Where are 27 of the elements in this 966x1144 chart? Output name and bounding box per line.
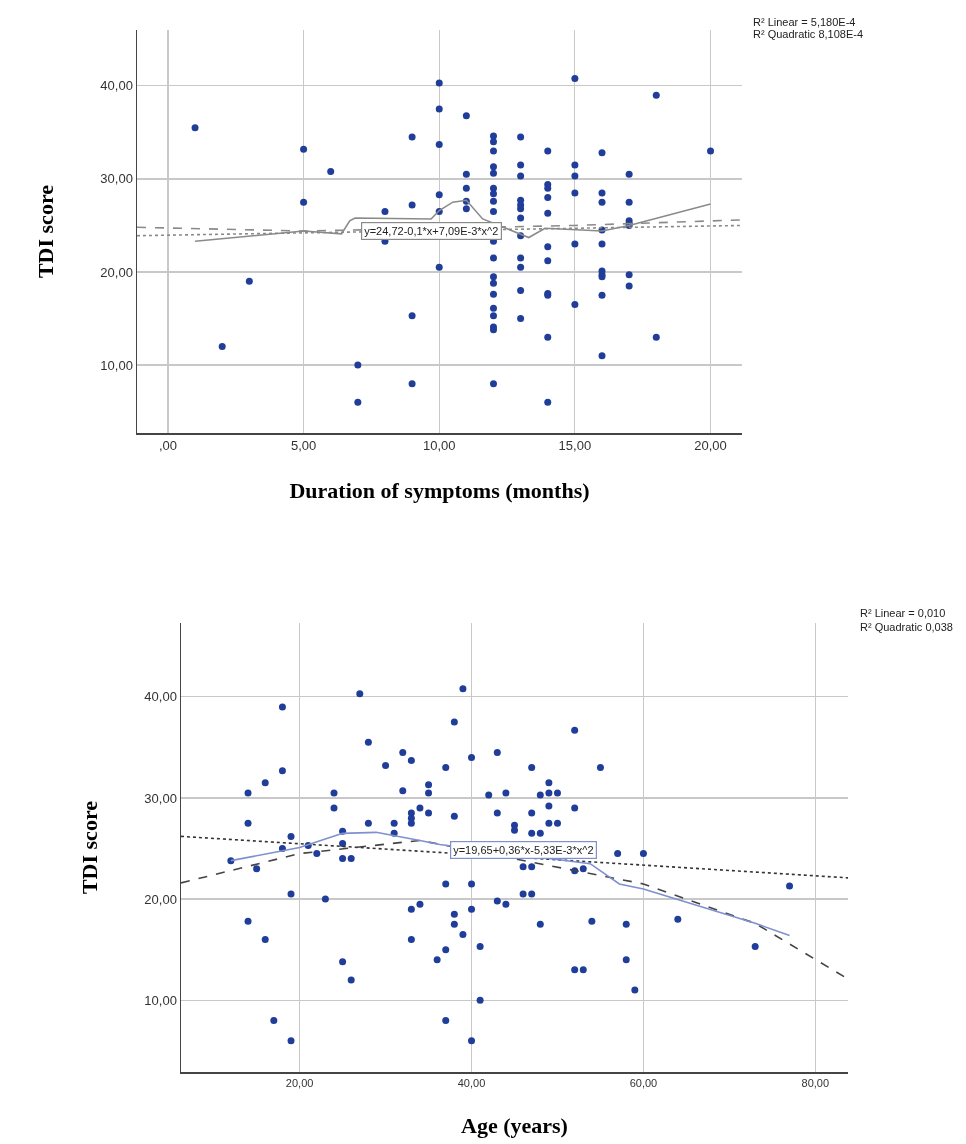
annotation: y=24,72-0,1*x+7,09E-3*x^2 xyxy=(364,225,499,238)
x-axis-title: Duration of symptoms (months) xyxy=(289,477,590,503)
x-tick-label: 40,00 xyxy=(457,1076,486,1089)
y-tick-label: 30,00 xyxy=(144,790,177,806)
x-tick-label: 10,00 xyxy=(422,438,456,454)
y-tick-label: 30,00 xyxy=(100,171,133,187)
x-axis-title: Age (years) xyxy=(461,1113,568,1139)
x-tick-label: 20,00 xyxy=(285,1076,314,1089)
y-tick-label: 40,00 xyxy=(144,689,177,705)
y-tick-label: 40,00 xyxy=(100,78,133,94)
x-tick-label: 15,00 xyxy=(558,438,592,454)
x-tick-label: 5,00 xyxy=(290,438,317,454)
x-tick-label: 80,00 xyxy=(801,1076,830,1089)
x-tick-label: 60,00 xyxy=(629,1076,658,1089)
y-tick-label: 20,00 xyxy=(100,264,133,280)
annotation: y=19,65+0,36*x-5,33E-3*x^2 xyxy=(453,844,594,857)
y-axis-title: TDI score xyxy=(77,800,103,895)
y-axis-title: TDI score xyxy=(33,184,59,279)
text: R² Linear = 0,010 xyxy=(860,607,946,619)
x-tick-label: ,00 xyxy=(158,438,177,454)
y-tick-label: 10,00 xyxy=(100,357,133,373)
y-tick-label: 20,00 xyxy=(144,891,177,907)
y-tick-label: 10,00 xyxy=(144,992,177,1008)
text: R² Linear = 5,180E-4 xyxy=(753,16,856,28)
text: R² Quadratic 8,108E-4 xyxy=(753,28,864,40)
x-tick-label: 20,00 xyxy=(694,438,727,454)
text: R² Quadratic 0,038 xyxy=(860,621,953,633)
